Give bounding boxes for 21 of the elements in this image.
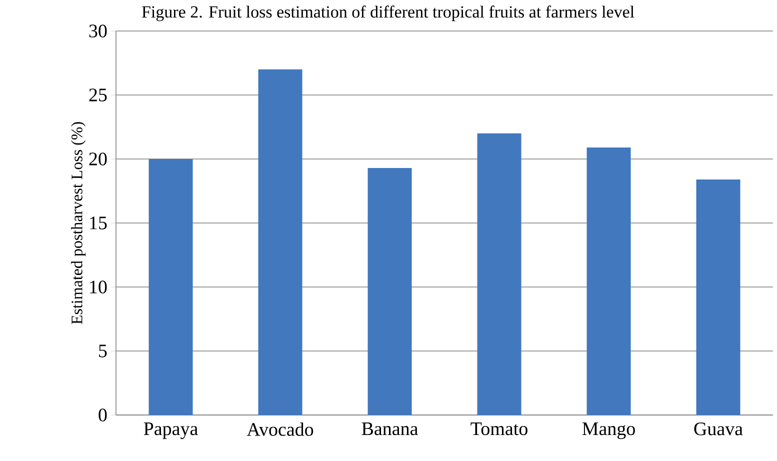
y-tick-label: 10 <box>90 280 107 294</box>
y-tick-label: 5 <box>99 344 107 358</box>
x-tick-label: Papaya <box>144 422 198 440</box>
bar <box>696 179 740 415</box>
bar <box>148 159 193 415</box>
y-tick-label: 20 <box>89 152 107 166</box>
bar <box>368 168 412 415</box>
bar <box>477 133 522 415</box>
chart-title: Figure 2. Fruit loss estimation of different tropical fruits at farmers level <box>142 6 634 22</box>
x-tick-label: Avocado <box>246 422 314 436</box>
y-axis-title: Estimated postharvest Loss (%) <box>71 122 86 324</box>
y-tick-label: 30 <box>89 24 107 38</box>
x-tick-label: Banana <box>362 422 418 436</box>
y-tick-label: 15 <box>90 216 107 230</box>
y-tick-label: 25 <box>89 88 107 102</box>
bar <box>258 69 302 415</box>
y-tick-label: 0 <box>98 408 107 422</box>
x-tick-label: Mango <box>582 422 635 440</box>
x-tick-label: Guava <box>694 422 743 436</box>
x-tick-label: Tomato <box>470 422 528 436</box>
bar <box>586 147 631 415</box>
